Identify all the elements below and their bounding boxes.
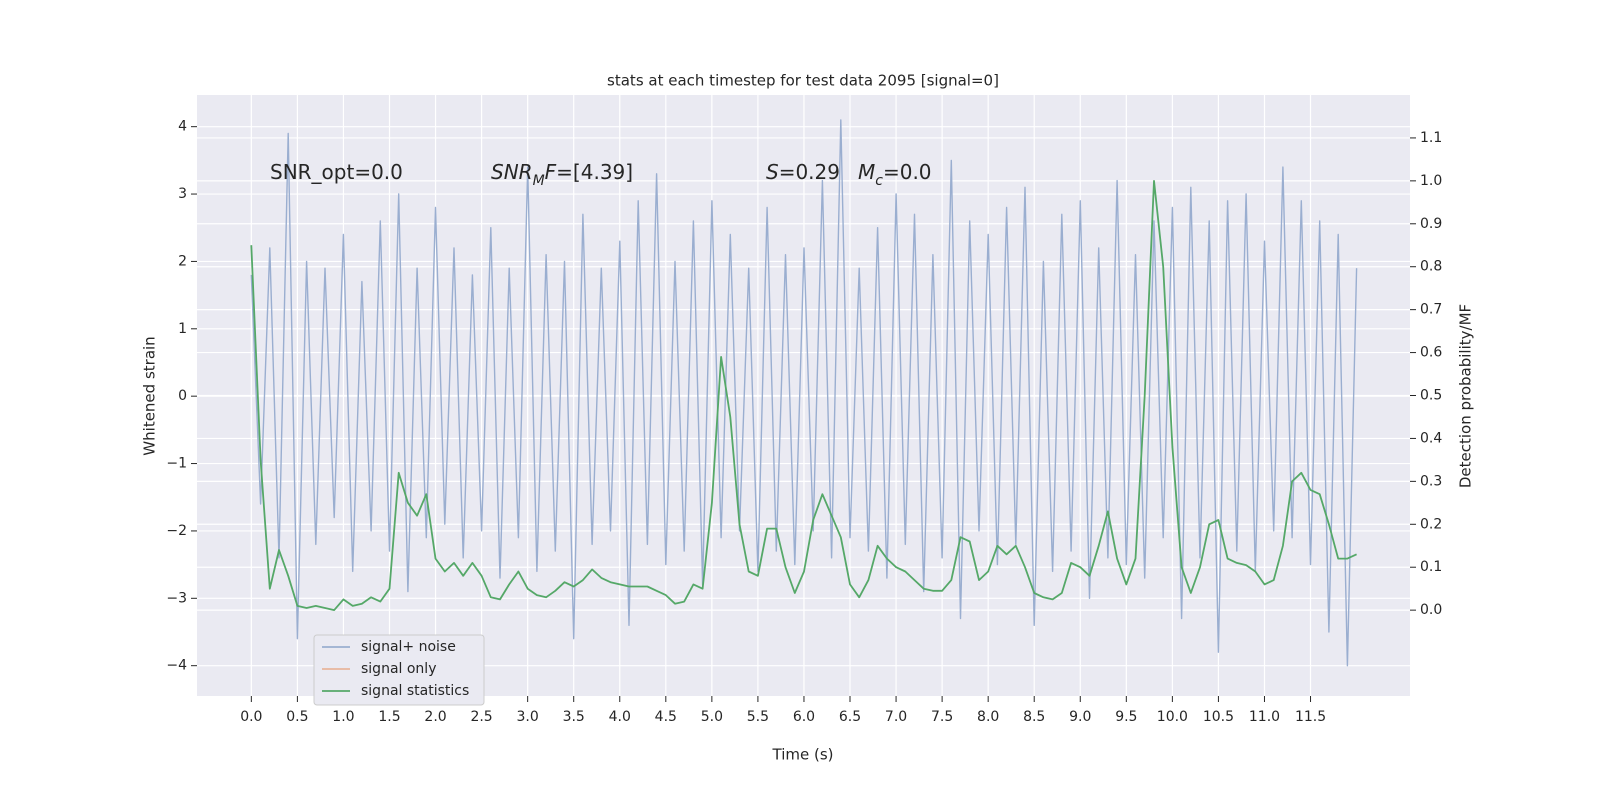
y-tick-label: −2 [166, 523, 187, 539]
y2-tick-label: 0.6 [1420, 345, 1442, 361]
legend-box [313, 634, 485, 706]
x-tick-label: 3.5 [563, 709, 585, 725]
x-tick-label: 9.0 [1069, 709, 1091, 725]
series-line [250, 180, 1357, 611]
y-tick-label: 0 [178, 388, 187, 404]
y2-tick-label: 0.7 [1420, 302, 1442, 318]
y-tick-label: 4 [178, 119, 187, 135]
annotation-part: F [545, 160, 557, 184]
x-tick-label: 6.5 [839, 709, 861, 725]
legend-label: signal statistics [361, 683, 469, 699]
y-axis-label: Whitened strain [141, 336, 159, 455]
annotation-part: M [858, 160, 875, 184]
y-tick-label: −1 [166, 456, 187, 472]
x-tick-label: 1.0 [332, 709, 354, 725]
x-tick-label: 11.5 [1295, 709, 1326, 725]
x-tick-label: 2.0 [424, 709, 446, 725]
annotation: S=0.29 [766, 160, 840, 184]
y2-axis-label: Detection probability/MF [1457, 304, 1475, 488]
annotation-part: =[4.39] [556, 160, 633, 184]
chart-title: stats at each timestep for test data 209… [607, 72, 999, 90]
x-tick-label: 2.5 [470, 709, 492, 725]
annotation-part: SNR_opt=0.0 [270, 160, 403, 184]
x-tick-label: 1.5 [378, 709, 400, 725]
y2-tick-label: 0.1 [1420, 559, 1442, 575]
annotation: SNR_opt=0.0 [270, 160, 403, 184]
x-tick-label: 5.0 [701, 709, 723, 725]
annotation-part: M [533, 173, 545, 189]
x-tick-label: 8.0 [977, 709, 999, 725]
x-tick-label: 10.5 [1203, 709, 1234, 725]
y-tick-label: −3 [166, 590, 187, 606]
y2-tick-label: 0.5 [1420, 388, 1442, 404]
x-tick-label: 0.0 [240, 709, 262, 725]
x-tick-label: 8.5 [1023, 709, 1045, 725]
x-tick-label: 7.0 [885, 709, 907, 725]
y2-tick-label: 0.3 [1420, 473, 1442, 489]
series-line [250, 119, 1358, 667]
y2-tick-label: 0.4 [1420, 430, 1442, 446]
x-tick-label: 9.5 [1115, 709, 1137, 725]
y-tick-label: 3 [178, 186, 187, 202]
annotation: Mc=0.0 [858, 160, 932, 190]
annotation-part: =0.29 [779, 160, 840, 184]
y2-tick-label: 0.0 [1420, 602, 1442, 618]
x-tick-label: 7.5 [931, 709, 953, 725]
x-tick-label: 5.5 [747, 709, 769, 725]
x-axis-label: Time (s) [772, 746, 834, 764]
y2-tick-label: 0.8 [1420, 259, 1442, 275]
legend-label: signal+ noise [361, 639, 456, 655]
x-tick-label: 10.0 [1157, 709, 1188, 725]
y2-tick-label: 0.9 [1420, 216, 1442, 232]
annotation: SNRMF=[4.39] [491, 160, 633, 190]
y-tick-label: −4 [166, 658, 187, 674]
annotation-part: =0.0 [883, 160, 932, 184]
x-tick-label: 4.5 [655, 709, 677, 725]
x-tick-label: 6.0 [793, 709, 815, 725]
y-tick-label: 1 [178, 321, 187, 337]
x-tick-label: 4.0 [609, 709, 631, 725]
x-tick-label: 11.0 [1249, 709, 1280, 725]
x-tick-label: 3.0 [517, 709, 539, 725]
y2-tick-label: 1.0 [1420, 173, 1442, 189]
y-tick-label: 2 [178, 253, 187, 269]
y2-tick-label: 0.2 [1420, 516, 1442, 532]
annotation-part: c [875, 173, 883, 189]
legend-label: signal only [361, 661, 436, 677]
annotation-part: SNR [491, 160, 533, 184]
x-tick-label: 0.5 [286, 709, 308, 725]
annotation-part: S [766, 160, 779, 184]
y2-tick-label: 1.1 [1420, 130, 1442, 146]
